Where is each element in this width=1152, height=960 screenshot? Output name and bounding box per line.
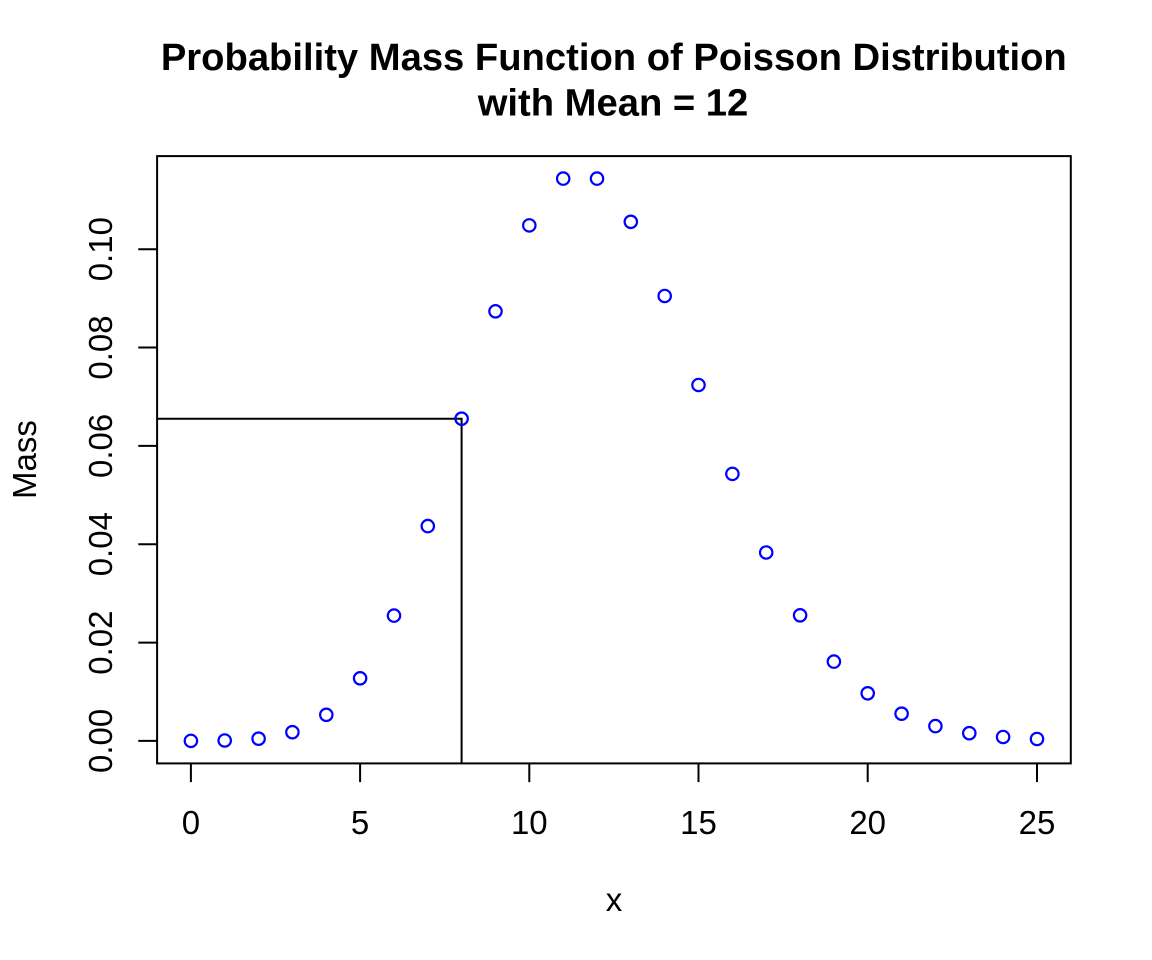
svg-text:Mass: Mass bbox=[6, 420, 43, 499]
svg-text:0: 0 bbox=[182, 804, 200, 841]
svg-text:25: 25 bbox=[1019, 804, 1056, 841]
svg-text:5: 5 bbox=[351, 804, 369, 841]
svg-text:20: 20 bbox=[849, 804, 886, 841]
svg-text:Probability Mass Function of P: Probability Mass Function of Poisson Dis… bbox=[161, 36, 1067, 79]
svg-text:with Mean = 12: with Mean = 12 bbox=[477, 82, 749, 125]
svg-text:0.06: 0.06 bbox=[82, 414, 119, 478]
svg-text:x: x bbox=[606, 881, 623, 918]
svg-text:0.04: 0.04 bbox=[82, 512, 119, 576]
svg-text:15: 15 bbox=[680, 804, 717, 841]
svg-text:0.08: 0.08 bbox=[82, 315, 119, 379]
svg-text:10: 10 bbox=[511, 804, 548, 841]
svg-text:0.10: 0.10 bbox=[82, 217, 119, 281]
svg-text:0.00: 0.00 bbox=[82, 709, 119, 773]
svg-text:0.02: 0.02 bbox=[82, 610, 119, 674]
